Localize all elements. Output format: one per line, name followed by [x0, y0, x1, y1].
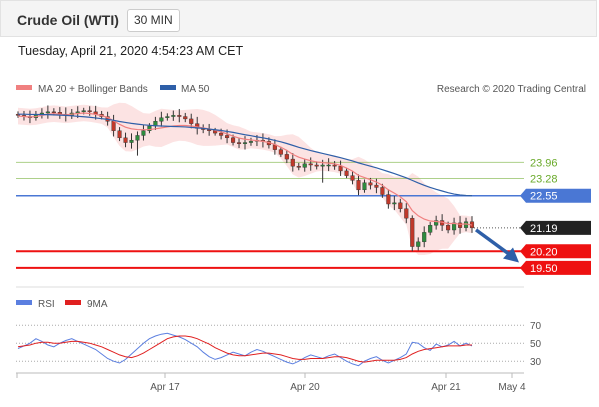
- candle-body: [87, 110, 92, 113]
- candle-body: [242, 142, 248, 144]
- candle-body: [171, 115, 176, 117]
- timeframe-button[interactable]: 30 MIN: [127, 9, 180, 32]
- candle-body: [380, 187, 385, 195]
- rsi-panel: 70 50 30: [16, 321, 542, 368]
- candle-body: [362, 182, 367, 191]
- candle-body: [225, 135, 230, 139]
- forecast-arrow-head: [503, 247, 519, 263]
- candle-body: [141, 130, 146, 136]
- candle-body: [350, 175, 355, 181]
- candle-body: [326, 164, 331, 167]
- candle-body: [386, 194, 391, 205]
- legend-ma50-swatch: [160, 85, 176, 90]
- candle-body: [231, 137, 236, 143]
- legend-ma20-label: MA 20 + Bollinger Bands: [38, 84, 148, 95]
- candle-body: [278, 149, 283, 155]
- candle-body: [410, 217, 415, 247]
- candle-body: [320, 164, 325, 167]
- resistance-label: 23.28: [530, 173, 558, 185]
- legend-rsi-ma-label: 9MA: [87, 299, 108, 310]
- x-tick-label: Apr 17: [150, 382, 180, 393]
- candle-body: [111, 121, 116, 131]
- legend-rsi-swatch: [16, 300, 32, 305]
- candle-body: [129, 139, 134, 143]
- last-price-label: 21.19: [530, 223, 558, 235]
- candle-body: [123, 137, 128, 143]
- candle-body: [332, 164, 337, 167]
- candle-body: [368, 182, 373, 186]
- candle-body: [296, 165, 301, 168]
- header-bar: Crude Oil (WTI) 30 MIN: [0, 0, 597, 37]
- x-tick-label: Apr 21: [431, 382, 461, 393]
- legend-rsi-label: RSI: [38, 299, 55, 310]
- support-badge: [520, 244, 591, 259]
- pivot-label: 22.55: [530, 191, 558, 203]
- candle-body: [398, 202, 403, 209]
- candle-body: [446, 225, 451, 231]
- rsi-tick-label: 50: [530, 339, 542, 350]
- legend-ma20-swatch: [16, 85, 32, 90]
- x-axis-ticks: Apr 17 Apr 20 Apr 21 May 4: [16, 373, 526, 393]
- x-tick-label: May 4: [498, 382, 526, 393]
- price-levels: 23.96 23.28 22.55 21.19 20.20 19.50: [16, 157, 591, 275]
- candle-body: [428, 225, 433, 233]
- candle-body: [290, 158, 295, 167]
- pivot-badge: [520, 188, 591, 203]
- rsi-tick-label: 70: [530, 321, 542, 332]
- last-price-badge: [520, 220, 591, 235]
- candle-body: [374, 184, 379, 188]
- candle-body: [117, 130, 122, 139]
- candle-body: [51, 111, 56, 114]
- candle-body: [183, 116, 188, 120]
- candle-body: [338, 165, 343, 172]
- candle-body: [458, 222, 463, 228]
- candle-body: [189, 118, 194, 124]
- candle-body: [356, 180, 361, 191]
- candle-body: [135, 135, 140, 141]
- candle-body: [416, 241, 421, 247]
- moving-averages: [17, 112, 519, 263]
- timestamp-text: Tuesday, April 21, 2020 4:54:23 AM CET: [18, 44, 244, 58]
- candle-body: [434, 220, 439, 226]
- candle-body: [81, 110, 86, 113]
- candle-body: [422, 232, 427, 243]
- candle-body: [177, 115, 182, 117]
- candle-body: [314, 164, 319, 167]
- instrument-title: Crude Oil (WTI): [17, 12, 119, 28]
- support-label: 20.20: [530, 246, 558, 258]
- candle-body: [404, 208, 409, 219]
- candle-body: [165, 116, 170, 118]
- ma50-line: [18, 113, 473, 197]
- resistance-label: 23.96: [530, 157, 558, 169]
- candle-body: [248, 141, 254, 143]
- candle-body: [147, 125, 152, 131]
- candle-body: [159, 117, 164, 122]
- candle-body: [344, 170, 349, 176]
- candle-body: [284, 154, 289, 160]
- ma20-line: [17, 112, 473, 226]
- candle-body: [308, 163, 313, 166]
- forecast-arrow-shaft: [474, 228, 513, 257]
- legend-rsi-ma-swatch: [65, 300, 81, 305]
- candle-body: [236, 142, 242, 144]
- candle-body: [302, 163, 307, 168]
- candle-body: [219, 132, 224, 136]
- candle-body: [45, 111, 50, 114]
- support-badge: [520, 260, 591, 275]
- rsi-ma-line: [17, 335, 472, 363]
- copyright-text: Research © 2020 Trading Central: [437, 84, 586, 95]
- rsi-tick-label: 30: [530, 357, 542, 368]
- x-tick-label: Apr 20: [290, 382, 320, 393]
- legend-ma50-label: MA 50: [181, 84, 210, 95]
- support-label: 19.50: [530, 263, 558, 275]
- candle-body: [392, 202, 397, 205]
